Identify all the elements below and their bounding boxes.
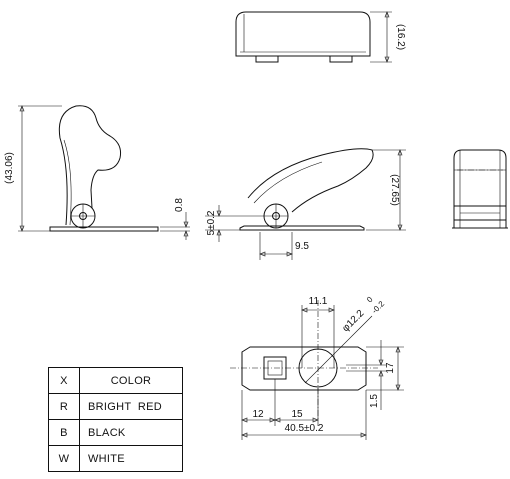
color-name: BRIGHT RED	[79, 393, 183, 420]
side-view-closed: 9.5 5±0.2 (27.65)	[205, 148, 406, 260]
dim-raised-height: (27.65)	[389, 174, 400, 206]
color-code: W	[48, 445, 80, 472]
dim-base-width: 17	[385, 362, 396, 374]
color-code-header: X	[48, 367, 80, 394]
dim-top-height: (16.2)	[395, 24, 406, 50]
color-name-header: COLOR	[79, 367, 183, 394]
dim-hole-diameter: φ12.2	[340, 308, 366, 334]
color-table: X COLOR R BRIGHT RED B BLACK W WHITE	[48, 367, 183, 472]
color-row: R BRIGHT RED	[48, 393, 183, 420]
color-code: R	[48, 393, 80, 420]
color-row: B BLACK	[48, 419, 183, 446]
color-table-header: X COLOR	[48, 367, 183, 394]
dim-pivot-offset: 9.5	[295, 241, 309, 252]
dim-slot-width: 1.5	[369, 394, 380, 408]
top-view: (16.2)	[235, 11, 406, 63]
color-row: W WHITE	[48, 445, 183, 472]
dim-hole-offset-1: 12	[252, 409, 264, 420]
dim-base-length: 40.5±0.2	[285, 423, 324, 434]
dim-pivot-height: 5±0.2	[206, 210, 217, 235]
end-view	[452, 149, 508, 229]
dim-overall-height: (43.06)	[4, 152, 15, 184]
dim-base-thickness: 0.8	[174, 198, 185, 212]
base-view: 11.1 φ12.2 0 -0.2 17 1.5 12 15 40.5±0.2	[230, 295, 404, 440]
color-name: WHITE	[79, 445, 183, 472]
color-code: B	[48, 419, 80, 446]
color-name: BLACK	[79, 419, 183, 446]
dim-hole-offset-2: 15	[291, 409, 303, 420]
dim-hole-tol-upper: 0	[365, 295, 375, 305]
side-view-raised: (43.06) 0.8	[4, 105, 190, 240]
dim-window-width: 11.1	[309, 296, 328, 307]
